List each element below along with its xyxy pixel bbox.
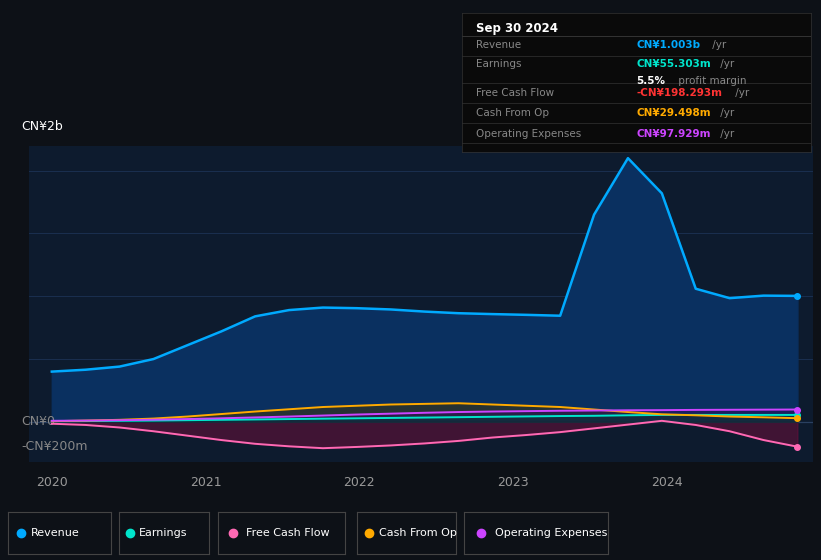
Text: 2020: 2020 [36,476,67,489]
Text: Cash From Op: Cash From Op [476,109,549,118]
Text: Earnings: Earnings [139,529,187,538]
Text: CN¥29.498m: CN¥29.498m [637,109,711,118]
Text: Revenue: Revenue [476,40,521,50]
Text: Sep 30 2024: Sep 30 2024 [476,22,558,35]
Text: /yr: /yr [732,88,750,99]
Text: Revenue: Revenue [31,529,80,538]
Text: profit margin: profit margin [675,76,746,86]
Text: /yr: /yr [709,40,727,50]
Text: CN¥1.003b: CN¥1.003b [637,40,701,50]
Text: CN¥97.929m: CN¥97.929m [637,129,711,138]
Text: Operating Expenses: Operating Expenses [495,529,608,538]
Text: Free Cash Flow: Free Cash Flow [245,529,329,538]
Text: /yr: /yr [717,129,734,138]
Text: 2024: 2024 [651,476,682,489]
Text: 2021: 2021 [190,476,222,489]
Text: CN¥0: CN¥0 [21,416,55,428]
Text: Free Cash Flow: Free Cash Flow [476,88,554,99]
Text: CN¥2b: CN¥2b [21,120,62,133]
Text: 2022: 2022 [343,476,375,489]
Text: /yr: /yr [717,109,734,118]
Text: -CN¥198.293m: -CN¥198.293m [637,88,722,99]
Text: Earnings: Earnings [476,59,521,69]
Text: Cash From Op: Cash From Op [378,529,456,538]
Text: 5.5%: 5.5% [637,76,666,86]
Text: 2023: 2023 [498,476,529,489]
Text: Operating Expenses: Operating Expenses [476,129,581,138]
Text: -CN¥200m: -CN¥200m [21,440,87,454]
Text: /yr: /yr [717,59,734,69]
Text: CN¥55.303m: CN¥55.303m [637,59,712,69]
